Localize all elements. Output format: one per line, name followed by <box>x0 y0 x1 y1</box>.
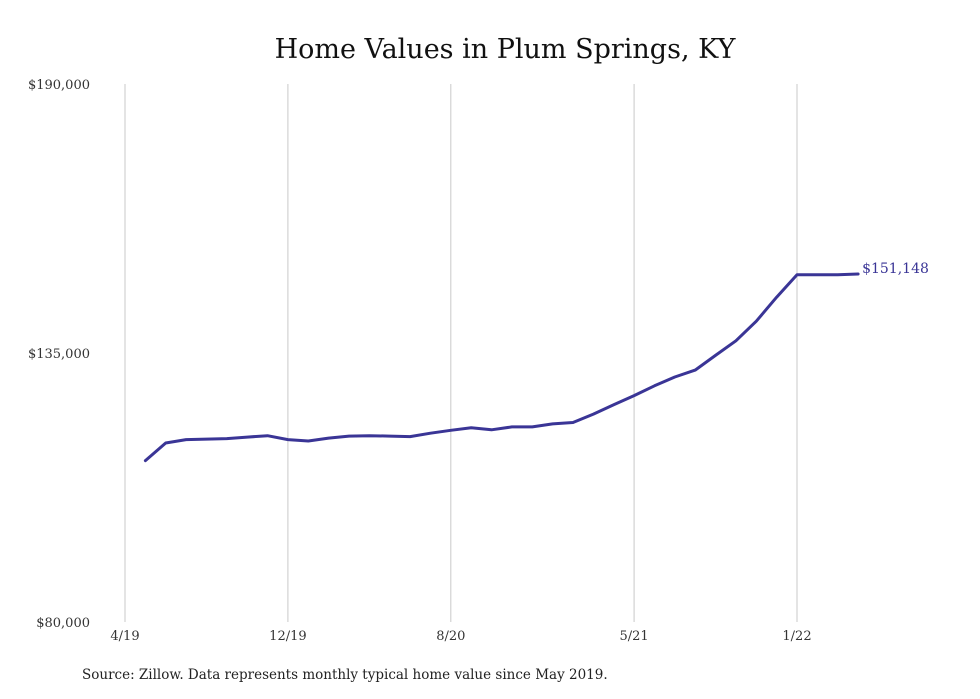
series-layer <box>143 272 860 463</box>
y-tick-label: $80,000 <box>36 616 90 631</box>
y-tick-label: $190,000 <box>28 78 90 93</box>
x-tick-label: 12/19 <box>269 629 306 644</box>
x-tick-label: 5/21 <box>619 629 648 644</box>
x-tick-label: 8/20 <box>436 629 465 644</box>
chart-title: Home Values in Plum Springs, KY <box>275 34 737 65</box>
x-tick-label: 4/19 <box>110 629 139 644</box>
grid <box>124 84 798 622</box>
end-value-label: $151,148 <box>862 261 929 277</box>
y-axis: $80,000 $135,000 $190,000 <box>28 78 90 631</box>
x-axis: 4/19 12/19 8/20 5/21 1/22 <box>110 629 811 644</box>
x-tick-label: 1/22 <box>782 629 811 644</box>
series-line <box>143 272 860 463</box>
y-tick-label: $135,000 <box>28 347 90 362</box>
source-note: Source: Zillow. Data represents monthly … <box>82 667 608 683</box>
